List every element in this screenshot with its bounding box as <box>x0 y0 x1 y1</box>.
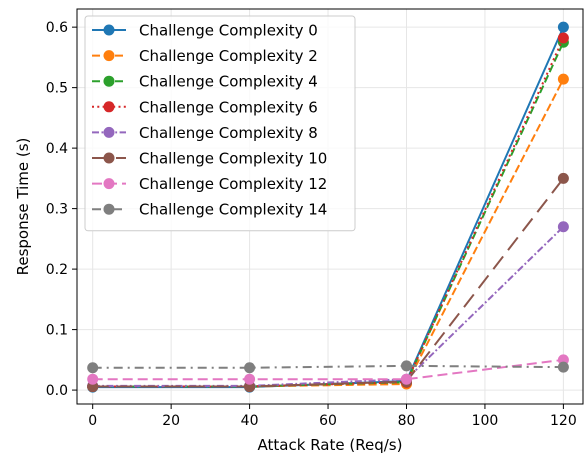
legend-marker <box>103 152 115 164</box>
data-point <box>557 73 569 85</box>
legend-item: Challenge Complexity 4 <box>92 73 318 91</box>
series-line <box>92 41 565 388</box>
legend-item: Challenge Complexity 8 <box>92 124 318 142</box>
data-point <box>87 362 99 374</box>
legend: Challenge Complexity 0 Challenge Complexi… <box>84 15 356 232</box>
plot-area-frame <box>76 8 584 405</box>
data-point <box>244 362 256 374</box>
data-point <box>87 373 99 385</box>
legend-marker <box>103 24 115 36</box>
legend-label: Challenge Complexity 8 <box>139 124 318 142</box>
y-tick-label: 0.2 <box>46 262 68 278</box>
data-point <box>400 373 412 385</box>
legend-label: Challenge Complexity 14 <box>139 201 327 219</box>
x-tick-label: 40 <box>241 413 259 429</box>
series-lines <box>87 21 569 393</box>
legend-marker <box>103 126 115 138</box>
legend-label: Challenge Complexity 0 <box>139 22 318 40</box>
legend-item: Challenge Complexity 14 <box>92 201 327 219</box>
axis-ticks: 0 20 40 60 80 100 120 0.0 0.1 0.2 0.3 0.4 0.5 0.6 <box>46 20 577 429</box>
y-tick-label: 0.5 <box>46 81 68 97</box>
data-point <box>557 221 569 233</box>
legend-item: Challenge Complexity 6 <box>92 98 318 116</box>
data-point <box>244 373 256 385</box>
x-tick-label: 60 <box>319 413 337 429</box>
x-tick-label: 120 <box>550 413 577 429</box>
data-point <box>557 172 569 184</box>
x-axis-label: Attack Rate (Req/s) <box>258 436 403 454</box>
legend-label: Challenge Complexity 2 <box>139 47 318 65</box>
legend-marker <box>103 75 115 87</box>
legend-label: Challenge Complexity 6 <box>139 98 318 116</box>
legend-box <box>84 15 356 232</box>
legend-label: Challenge Complexity 12 <box>139 175 327 193</box>
series-6 <box>87 354 569 385</box>
legend-label: Challenge Complexity 4 <box>139 73 318 91</box>
y-tick-label: 0.0 <box>46 383 68 399</box>
legend-marker <box>103 178 115 190</box>
legend-marker <box>103 101 115 113</box>
legend-marker <box>103 50 115 62</box>
y-tick-label: 0.6 <box>46 20 68 36</box>
data-point <box>400 360 412 372</box>
legend-item: Challenge Complexity 12 <box>92 175 327 193</box>
series-line <box>92 364 564 369</box>
x-tick-label: 0 <box>88 413 97 429</box>
series-line <box>92 177 565 388</box>
data-point <box>557 32 569 44</box>
series-line <box>92 358 564 381</box>
legend-item: Challenge Complexity 10 <box>92 150 327 168</box>
legend-item: Challenge Complexity 0 <box>92 22 318 40</box>
x-tick-label: 80 <box>398 413 416 429</box>
x-tick-label: 20 <box>162 413 180 429</box>
y-tick-label: 0.1 <box>46 323 68 339</box>
series-line <box>92 226 565 387</box>
legend-item: Challenge Complexity 2 <box>92 47 318 65</box>
y-axis-label: Response Time (s) <box>14 138 32 276</box>
data-point <box>557 361 569 373</box>
data-point <box>557 21 569 33</box>
y-tick-label: 0.3 <box>46 202 68 218</box>
legend-marker <box>103 203 115 215</box>
x-tick-label: 100 <box>472 413 499 429</box>
series-7 <box>87 360 569 374</box>
y-tick-label: 0.4 <box>46 141 68 157</box>
legend-label: Challenge Complexity 10 <box>139 150 327 168</box>
